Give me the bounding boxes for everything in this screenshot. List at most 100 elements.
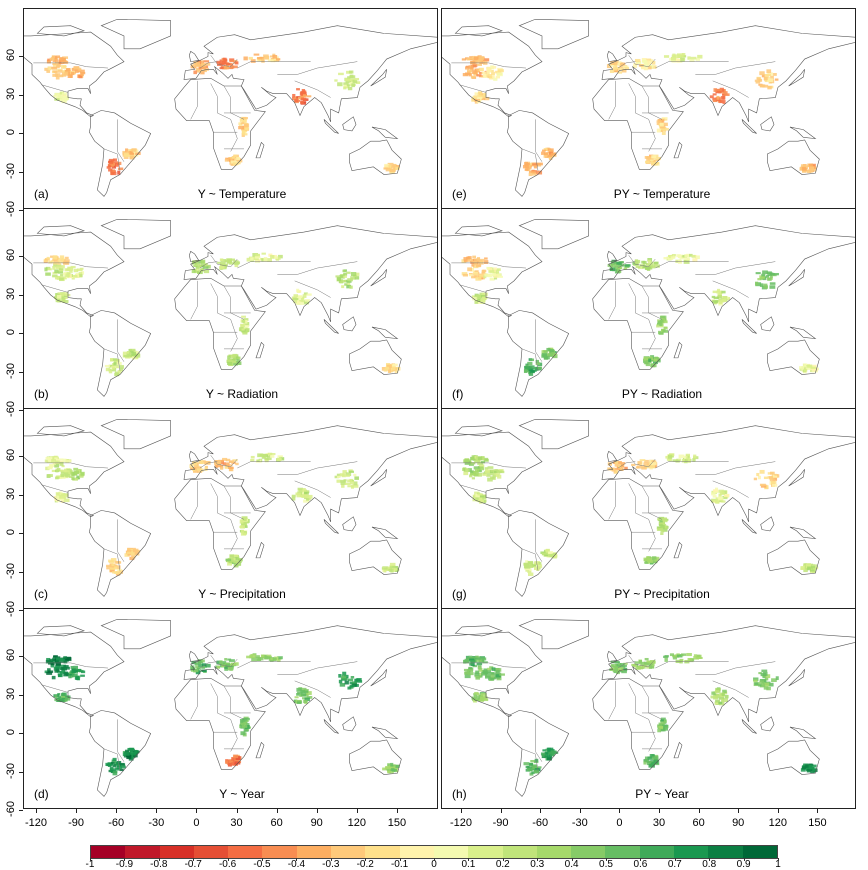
world-map <box>24 218 437 397</box>
y-tick-label: -30 <box>5 362 17 379</box>
country-border <box>451 62 527 69</box>
coastline-africa <box>174 477 266 570</box>
coastline-australia <box>767 339 820 375</box>
region-us_corn <box>64 665 86 681</box>
colorbar-swatch <box>159 846 194 858</box>
y-tick-mark <box>19 771 23 773</box>
coastline-arctic1 <box>454 425 503 437</box>
region-brazil_south <box>541 347 558 360</box>
coastline-newguinea <box>789 726 817 740</box>
region-australia <box>800 563 819 573</box>
country-border <box>210 655 238 668</box>
colorbar-tick <box>124 858 126 861</box>
country-border <box>617 461 636 469</box>
country-border <box>210 55 238 68</box>
colorbar-label: 0.6 <box>633 859 648 870</box>
x-tick-mark <box>36 809 37 813</box>
colorbar-tick <box>399 858 401 861</box>
country-border <box>695 61 776 75</box>
country-border <box>695 461 776 475</box>
coastline-japan <box>788 469 805 487</box>
region-mexico <box>471 691 489 703</box>
country-border <box>641 685 663 720</box>
colorbar-tick <box>434 858 435 861</box>
country-border <box>535 119 543 162</box>
panel-label: (g) <box>452 587 467 601</box>
coastline-madagascar <box>255 541 265 559</box>
coastline-africa <box>174 677 266 770</box>
region-brazil_south <box>540 548 558 559</box>
country-border <box>608 280 616 320</box>
colorbar-swatch <box>91 846 126 858</box>
panel-title: Y ~ Temperature <box>197 187 287 201</box>
panel-label: (f) <box>452 387 464 401</box>
x-tick-mark <box>540 809 542 813</box>
colorbar-label: 0.7 <box>667 859 682 870</box>
country-border <box>103 748 121 771</box>
coastline-northamerica <box>442 231 543 318</box>
region-mexico <box>53 91 69 104</box>
region-europe_west <box>606 60 630 74</box>
x-tick-label: -90 <box>492 817 509 829</box>
coastline-eurasia <box>601 625 855 723</box>
colorbar-label: -0.5 <box>253 859 271 870</box>
region-us_west <box>44 263 70 282</box>
x-tick-mark <box>619 809 621 813</box>
coastline-australia <box>349 339 402 375</box>
region-australia <box>381 562 400 573</box>
colorbar-swatch <box>742 846 777 858</box>
region-india <box>291 288 312 305</box>
coastline-australia <box>767 739 820 775</box>
coastline-greenland <box>100 618 171 650</box>
country-border <box>628 255 656 268</box>
colorbar-swatch <box>399 846 434 858</box>
x-tick-label: -30 <box>148 817 165 829</box>
region-us_corn <box>482 666 505 681</box>
country-border <box>294 80 331 98</box>
y-tick-label: -30 <box>5 762 17 779</box>
y-tick-mark <box>19 333 23 334</box>
country-border <box>641 485 663 520</box>
region-europe_west <box>189 460 211 473</box>
region-east_africa <box>239 516 250 536</box>
country-border <box>210 83 238 152</box>
y-tick-label: -30 <box>5 562 17 579</box>
region-europe_east <box>631 459 658 470</box>
x-tick-mark <box>817 809 819 813</box>
x-tick-mark <box>116 809 118 813</box>
region-russia <box>250 452 285 463</box>
coastline-northamerica <box>24 631 125 718</box>
x-tick-mark <box>500 809 502 813</box>
coastline-africa <box>592 677 684 770</box>
coastline-greenland <box>518 418 589 450</box>
colorbar-swatch <box>536 846 572 858</box>
coastline-newguinea <box>371 326 399 340</box>
colorbar-label: 0.1 <box>461 859 476 870</box>
x-tick-label: 30 <box>230 817 243 829</box>
region-india <box>710 687 729 706</box>
country-border <box>210 455 238 468</box>
region-china <box>335 269 360 289</box>
panel-label: (c) <box>34 587 48 601</box>
region-brazil_south <box>124 547 141 561</box>
coastline-southamerica <box>89 710 152 797</box>
map-panel-a: (a) Y ~ Temperature <box>23 8 438 209</box>
country-border <box>695 261 776 275</box>
coastline-eurasia <box>183 425 437 523</box>
country-border <box>210 683 238 752</box>
y-tick-mark <box>19 810 23 811</box>
coastline-japan <box>788 269 805 287</box>
coastline-eurasia <box>601 225 855 323</box>
colorbar-tick <box>606 858 607 861</box>
country-border <box>712 80 749 98</box>
coastline-uk <box>189 50 200 62</box>
coastline-arctic1 <box>454 225 503 237</box>
coastline-southamerica <box>507 510 570 597</box>
country-border <box>199 461 218 469</box>
x-tick-label: 150 <box>387 817 407 829</box>
region-south_africa <box>225 554 243 568</box>
region-us_corn <box>481 65 504 81</box>
region-canada <box>45 655 72 666</box>
colorbar-swatch <box>365 846 400 858</box>
country-border <box>277 661 358 675</box>
